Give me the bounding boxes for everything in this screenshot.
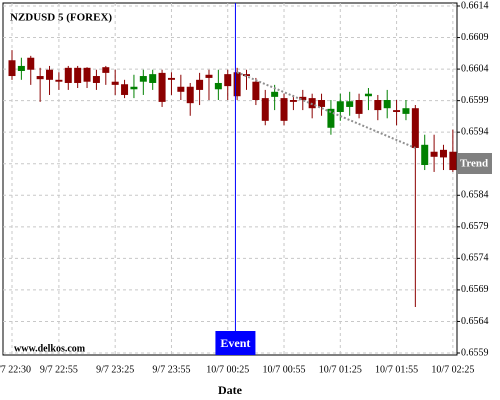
candle-body xyxy=(439,149,447,158)
candle-body xyxy=(8,60,16,77)
candle-body xyxy=(289,100,297,102)
candle-body xyxy=(111,81,119,85)
candle-body xyxy=(261,98,269,121)
event-label: Event xyxy=(220,336,250,350)
candle-body xyxy=(55,79,63,82)
candle-body xyxy=(449,151,457,171)
x-tick-label: 10/7 00:25 xyxy=(206,364,249,375)
candle-body xyxy=(364,93,372,97)
candle-body xyxy=(355,100,363,114)
candle-body xyxy=(83,67,91,82)
candle-body xyxy=(130,86,138,90)
candle-body xyxy=(149,74,157,83)
y-tick-label: 0.6584 xyxy=(461,190,489,201)
candle-body xyxy=(402,108,410,114)
y-tick-label: 0.6614 xyxy=(461,0,489,11)
candle-body xyxy=(92,76,100,83)
y-tick-label: 0.6569 xyxy=(461,284,489,295)
plot-area xyxy=(2,2,458,356)
x-tick-label: 9/7 23:25 xyxy=(96,364,134,375)
candle-body xyxy=(121,84,129,95)
y-tick-label: 0.6594 xyxy=(461,126,489,137)
x-tick-label: 9/7 22:55 xyxy=(40,364,78,375)
trend-label-box xyxy=(457,153,492,174)
x-tick-label: 10/7 02:25 xyxy=(431,364,474,375)
candle-body xyxy=(411,108,419,148)
candle-body xyxy=(224,74,232,87)
y-tick-label: 0.6559 xyxy=(461,347,489,358)
y-tick-label: 0.6609 xyxy=(461,32,489,43)
y-tick-label: 0.6604 xyxy=(461,63,489,74)
candle-body xyxy=(346,101,354,107)
candle-body xyxy=(46,69,54,80)
candle-body xyxy=(74,67,82,83)
candle-body xyxy=(318,100,326,107)
candle-body xyxy=(430,151,438,157)
candle-body xyxy=(233,72,241,97)
candle-body xyxy=(167,77,175,80)
candle-body xyxy=(158,72,166,102)
candle-body xyxy=(252,81,260,101)
candle-body xyxy=(196,79,204,90)
candle-body xyxy=(327,108,335,128)
y-tick-label: 0.6599 xyxy=(461,95,489,106)
x-tick-label: 9/7 22:30 xyxy=(0,364,31,375)
candle-body xyxy=(421,144,429,165)
marks xyxy=(8,50,457,307)
x-tick-label: 10/7 01:25 xyxy=(319,364,362,375)
candle-body xyxy=(27,57,35,70)
candle-body xyxy=(17,65,25,71)
y-tick-label: 0.6564 xyxy=(461,316,489,327)
event-box xyxy=(215,331,256,355)
candle-body xyxy=(214,82,222,90)
chart-title: NZDUSD 5 (FOREX) xyxy=(10,12,112,24)
candle-body xyxy=(280,98,288,121)
candle-body xyxy=(177,86,185,92)
candle-body xyxy=(299,96,307,101)
x-tick-label: 10/7 00:55 xyxy=(262,364,305,375)
watermark: www.delkos.com xyxy=(14,343,86,354)
candle-body xyxy=(186,86,194,104)
candle-body xyxy=(271,91,279,97)
candle-body xyxy=(374,100,382,111)
candle-body xyxy=(139,76,147,82)
y-tick-label: 0.6579 xyxy=(461,221,489,232)
candle-body xyxy=(205,74,213,78)
x-tick-label: 10/7 01:55 xyxy=(375,364,418,375)
y-tick-label: 0.6574 xyxy=(461,253,489,264)
x-tick-label: 9/7 23:55 xyxy=(152,364,190,375)
x-axis-title: Date xyxy=(218,383,243,397)
candle-body xyxy=(102,67,110,73)
candle-body xyxy=(336,101,344,112)
candle-body xyxy=(64,67,72,83)
trend-label: Trend xyxy=(460,158,488,170)
trend-line xyxy=(236,71,416,149)
grid xyxy=(3,3,457,355)
candle-body xyxy=(383,100,391,109)
candle-body xyxy=(36,76,44,80)
candle-body xyxy=(243,74,250,77)
candle-body xyxy=(393,110,401,112)
